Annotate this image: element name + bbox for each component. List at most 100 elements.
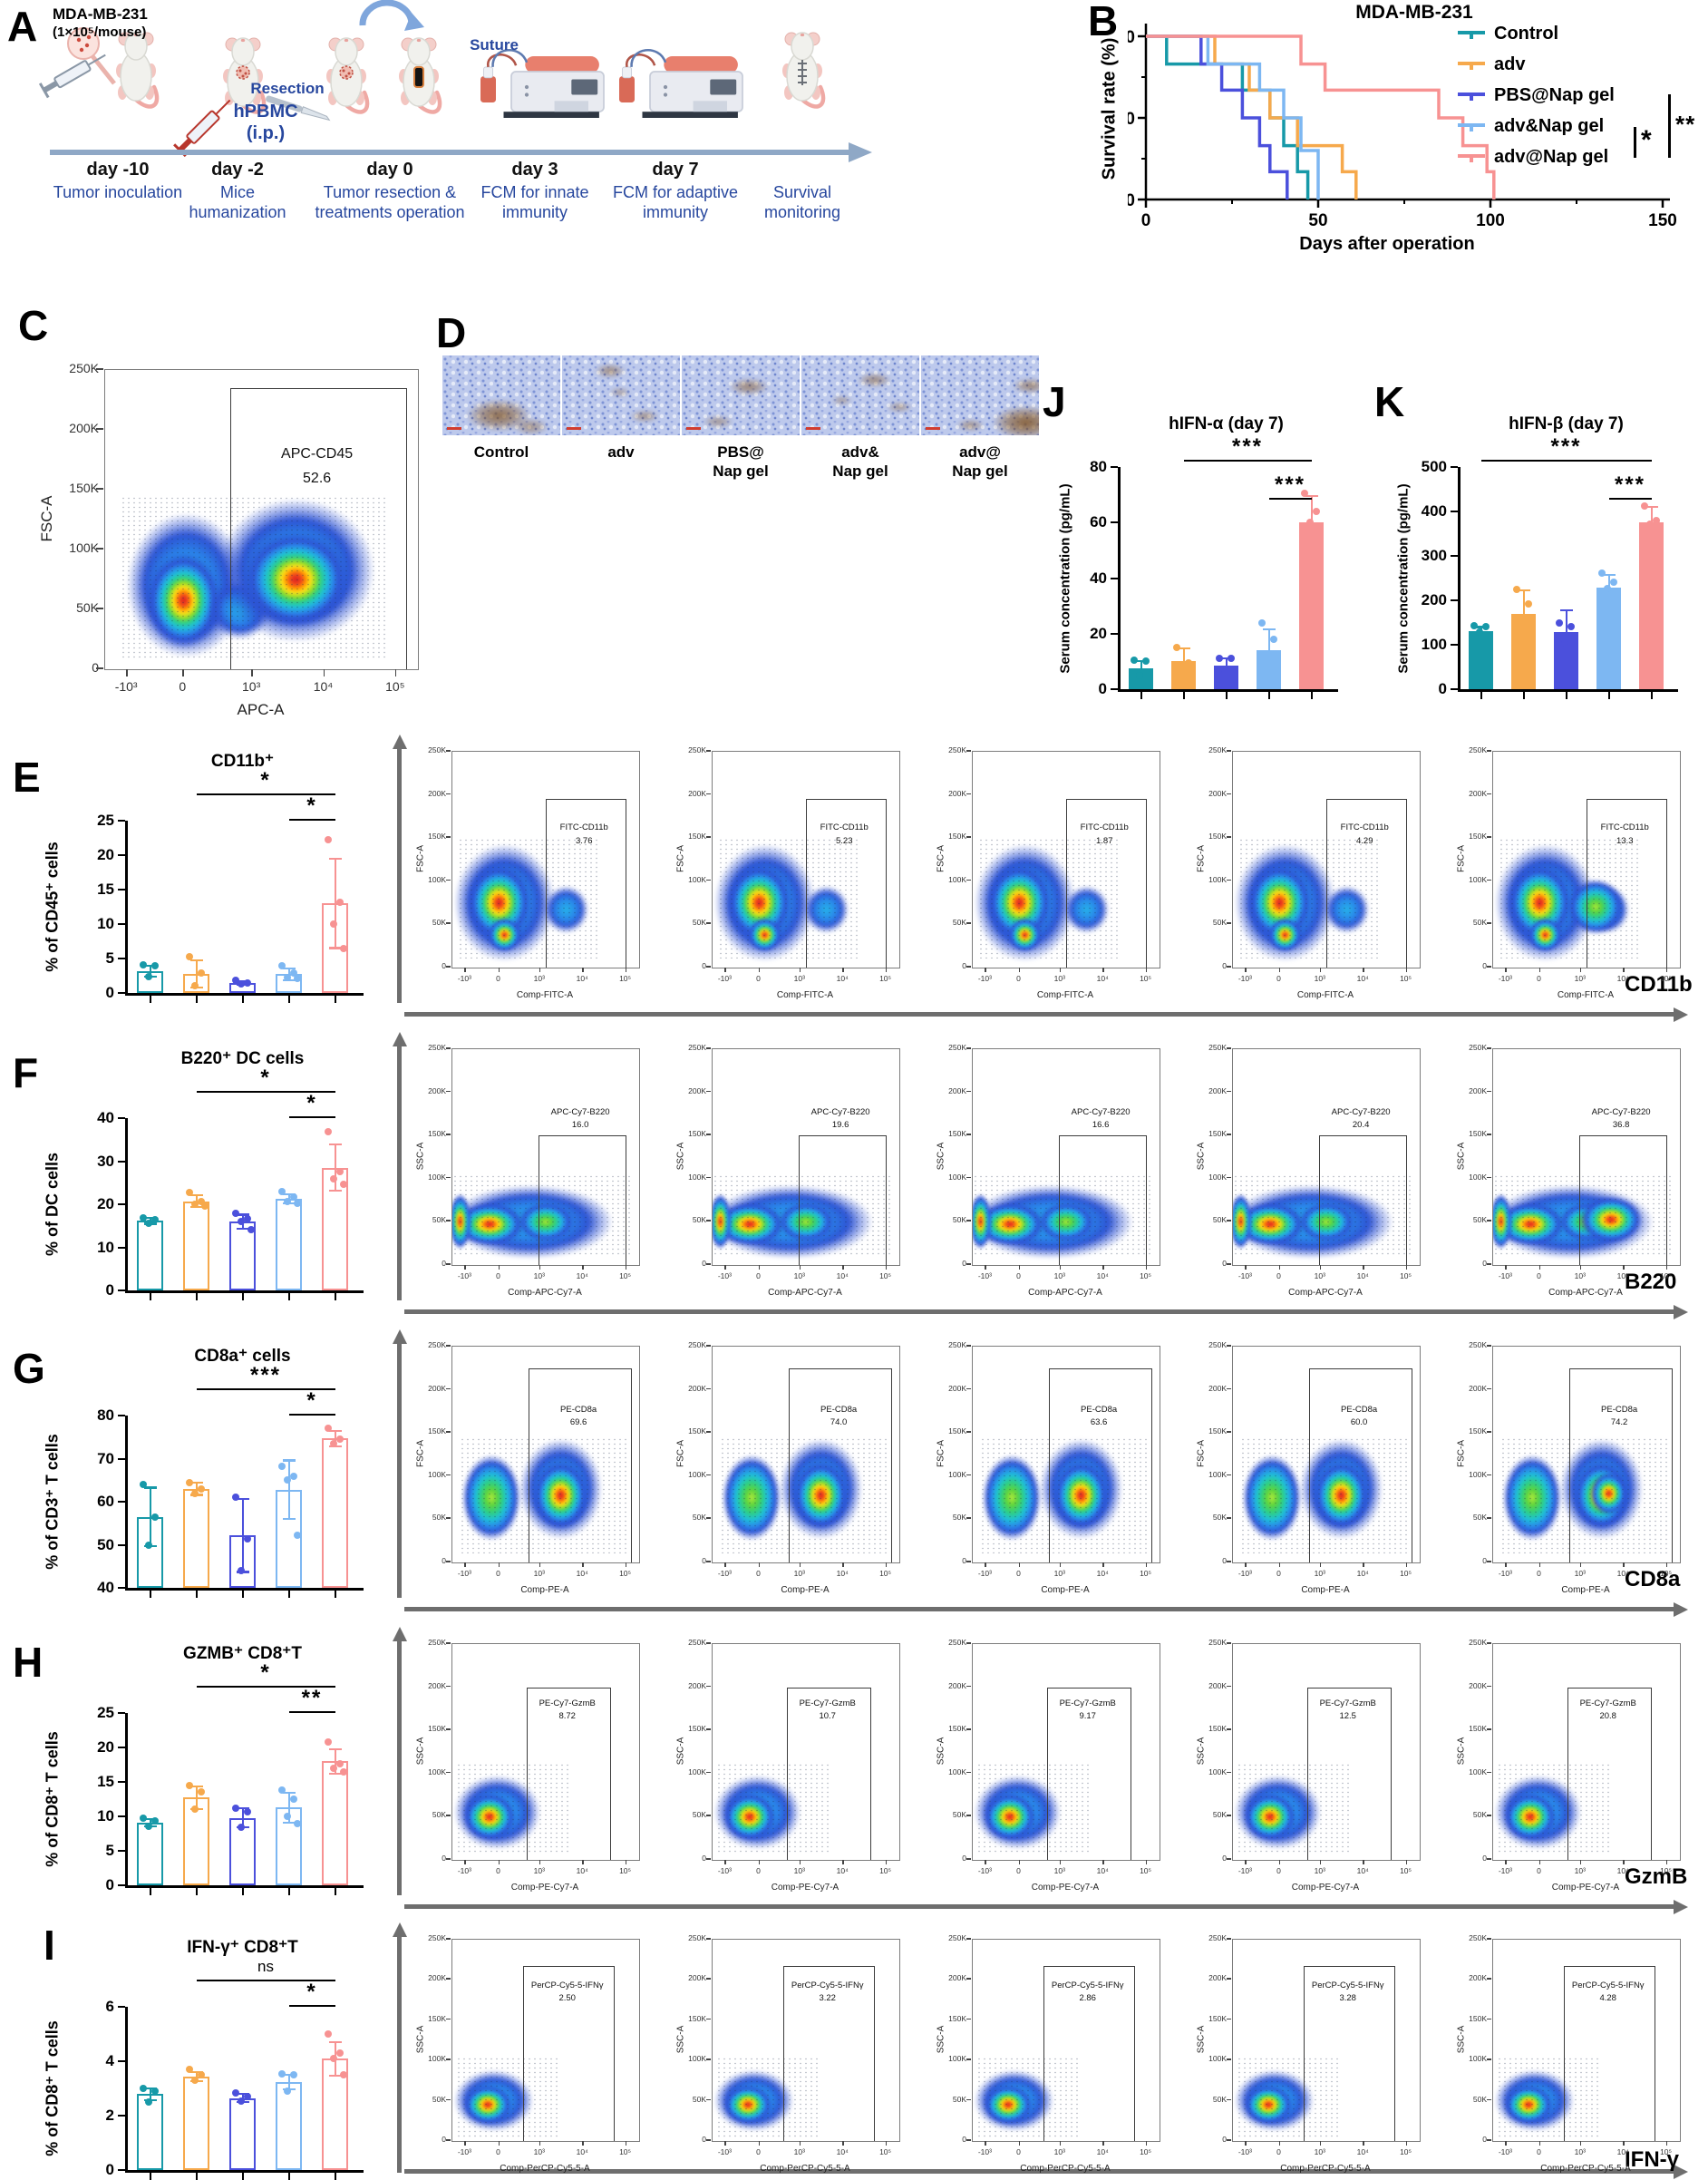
x-axis	[125, 1588, 364, 1591]
x-tick-label: -10³	[977, 1866, 992, 1875]
y-tick-label: 50K	[432, 1513, 446, 1523]
data-point	[339, 1767, 347, 1776]
y-tick-label: 50K	[76, 600, 99, 615]
x-tick-label: 10⁵	[1140, 2147, 1152, 2156]
x-tick-label: 10³	[1574, 974, 1586, 983]
error-bar-cap	[143, 964, 157, 968]
x-tick-label: 10⁴	[1616, 1569, 1629, 1578]
y-tick-mark	[1487, 1978, 1491, 1980]
x-tick-mark	[1579, 2141, 1582, 2146]
y-tick-label: 0	[52, 660, 99, 675]
scatter-noise	[460, 1436, 628, 1554]
scatter-noise	[1500, 1436, 1669, 1554]
panel-letter-A: A	[7, 3, 38, 50]
x-tick-mark	[498, 1860, 500, 1864]
x-tick-mark	[842, 1562, 844, 1567]
y-tick-mark	[1227, 1474, 1231, 1476]
panel-a-svg	[38, 0, 872, 162]
gate-label: PE-CD8a 74.0	[779, 1404, 898, 1430]
flow-plot-box	[972, 1346, 1160, 1563]
y-tick-label: 5	[105, 949, 114, 967]
data-point	[1135, 671, 1143, 679]
gate-name: PE-CD8a	[820, 1404, 858, 1415]
y-tick-mark	[1227, 1728, 1231, 1730]
y-tick-mark	[1227, 1220, 1231, 1221]
cell-population	[1244, 1793, 1297, 1841]
flow-plot: SSC-A PerCP-Cy5-5-IFNγ 4.28 250K 200K 150K 100…	[1451, 1932, 1703, 2180]
x-tick-label: 10⁴	[576, 974, 588, 983]
x-tick-mark	[1405, 968, 1408, 972]
y-tick-label: 150K	[428, 832, 446, 842]
y-tick-mark	[1487, 1176, 1491, 1179]
y-tick-mark	[1227, 1176, 1231, 1179]
x-tick-mark	[582, 2141, 584, 2146]
bar-chart-E: CD11b⁺ % of CD45⁺ cells 0 5 10 15 20 25 * *	[23, 744, 422, 1025]
data-point	[277, 2069, 286, 2078]
y-tick-label: 100K	[1469, 2054, 1487, 2064]
ihc-group-label-line: Nap gel	[713, 462, 769, 481]
y-tick-mark	[1487, 1771, 1491, 1774]
gate-label: FITC-CD11b 1.87	[1044, 822, 1164, 848]
x-tick-label: 10³	[1574, 1866, 1586, 1875]
y-tick-label: 15	[97, 881, 114, 898]
y-tick-label: 100K	[69, 540, 99, 555]
error-bar-cap	[282, 967, 296, 970]
dab-stain-patch	[886, 402, 913, 414]
y-tick-mark	[446, 2098, 451, 2101]
x-tick-label: 0	[756, 974, 761, 983]
y-tick-mark	[966, 1858, 971, 1860]
cell-population	[803, 885, 849, 933]
bar-chart-K: hIFN-β (day 7) Serum concentration (pg/mL…	[1373, 404, 1708, 730]
x-tick-mark	[885, 1860, 888, 1864]
panel-letter-J: J	[1043, 378, 1066, 425]
x-tick-mark	[625, 2141, 627, 2146]
flow-y-axis-label: FSC-A	[415, 845, 426, 872]
y-tick-mark	[1227, 836, 1231, 838]
y-tick-mark	[706, 836, 711, 838]
significance-line	[1608, 498, 1652, 501]
legend-item: adv&Nap gel	[1458, 116, 1648, 138]
data-point	[1300, 490, 1308, 498]
bar	[136, 1221, 164, 1290]
gate-name: PE-CD8a	[1341, 1404, 1378, 1415]
flow-plot-box	[1492, 1939, 1681, 2142]
data-point	[1524, 599, 1532, 608]
x-tick-label: 0	[1276, 974, 1281, 983]
error-bar-cap	[1517, 636, 1530, 638]
flow-x-axis-label: Comp-FITC-A	[776, 990, 834, 1000]
flow-plot-box	[1232, 751, 1421, 968]
bar	[1596, 588, 1622, 689]
timeline-day-label: day -10	[86, 160, 150, 180]
y-tick-label: 250K	[948, 1340, 966, 1349]
scatter-noise	[720, 1436, 888, 1554]
gate-rectangle	[1309, 1367, 1412, 1562]
error-bar-cap	[1177, 647, 1190, 650]
x-tick-mark	[1623, 1562, 1625, 1567]
data-point	[1567, 623, 1575, 631]
y-tick-label: 0	[962, 1259, 966, 1268]
y-tick-mark	[1227, 1047, 1231, 1049]
gate-name: PE-Cy7-GzmB	[799, 1698, 856, 1708]
y-tick-label: 150K	[688, 2013, 706, 2023]
ihc-image	[801, 355, 919, 435]
flow-y-axis-label: SSC-A	[936, 1737, 946, 1766]
x-tick-mark	[758, 1860, 760, 1864]
x-tick-mark	[1245, 2141, 1247, 2146]
x-tick-label: 10⁴	[1616, 1866, 1629, 1875]
flow-plot: FSC-A FITC-CD11b 3.76 250K 200K 150K 100K 50K 0 -…	[410, 744, 662, 1012]
cell-population	[1053, 1461, 1110, 1531]
dab-stain-patch	[595, 363, 626, 378]
x-tick-label: -10³	[457, 1271, 471, 1280]
bar	[182, 1488, 210, 1588]
y-tick-mark	[966, 922, 971, 924]
panel-letter-F: F	[13, 1049, 39, 1096]
y-tick-label: 10	[97, 1807, 114, 1825]
y-tick-label: 150K	[948, 1724, 966, 1734]
flow-plot-box	[451, 751, 640, 968]
legend-marker-tick	[1470, 92, 1473, 101]
y-tick-label: 80	[97, 1406, 114, 1424]
x-tick-mark	[287, 1888, 290, 1895]
error-bar-cap	[1559, 653, 1573, 656]
panel-letter-I: I	[44, 1922, 55, 1969]
flow-y-axis-arrow	[392, 1922, 407, 2173]
